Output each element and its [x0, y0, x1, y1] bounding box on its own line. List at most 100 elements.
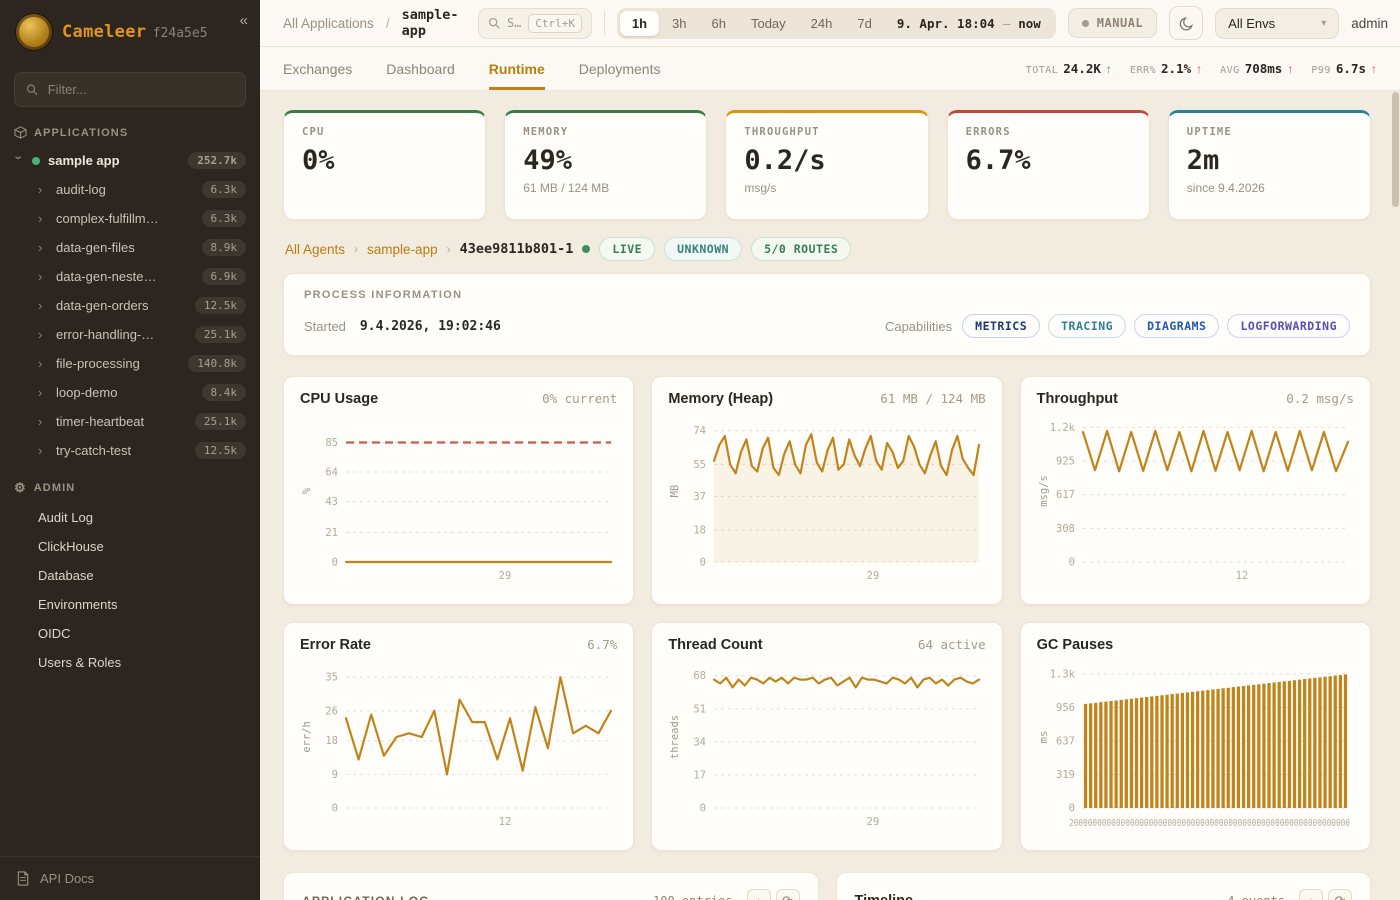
agent-app-link[interactable]: sample-app: [367, 241, 438, 257]
capability-badge: TRACING: [1048, 314, 1127, 338]
status-badge: 5/0 ROUTES: [751, 237, 852, 261]
filter-input[interactable]: [45, 81, 234, 98]
time-range-button[interactable]: 7d: [857, 15, 872, 31]
sidebar-item-route[interactable]: › data-gen-files 8.9k: [0, 233, 260, 262]
chevron-right-icon[interactable]: ›: [38, 211, 43, 226]
environment-selected: All Envs: [1228, 15, 1276, 31]
document-icon: [17, 871, 29, 886]
stat-card: THROUGHPUT 0.2/s msg/s: [725, 110, 929, 220]
download-button[interactable]: ↓: [746, 889, 771, 900]
trend-arrow-icon: ↑: [1287, 62, 1294, 76]
scrollbar[interactable]: [1392, 92, 1399, 900]
refresh-button[interactable]: ⟳: [1328, 889, 1352, 900]
topbar-divider: [604, 11, 605, 35]
dark-mode-toggle[interactable]: [1169, 6, 1204, 40]
tab[interactable]: Deployments: [578, 60, 661, 77]
app-status-dot: [32, 156, 40, 165]
svg-text:37: 37: [694, 491, 707, 503]
route-label: loop-demo: [56, 385, 118, 400]
time-range-button[interactable]: Today: [750, 15, 786, 31]
svg-text:0: 0: [332, 803, 338, 815]
chevron-down-icon[interactable]: ›: [11, 155, 27, 160]
sidebar-collapse-icon[interactable]: «: [239, 12, 248, 29]
tab[interactable]: Exchanges: [283, 60, 353, 77]
chart-title: CPU Usage: [300, 391, 379, 407]
sidebar-item-admin[interactable]: Users & Roles: [38, 655, 122, 670]
sidebar-item-admin[interactable]: Database: [38, 568, 94, 583]
sidebar-item-route[interactable]: › audit-log 6.3k: [0, 175, 260, 204]
svg-text:17: 17: [694, 769, 707, 781]
chevron-right-icon[interactable]: ›: [38, 240, 43, 255]
chevron-right-icon[interactable]: ›: [38, 298, 43, 313]
svg-text:12: 12: [1235, 570, 1248, 582]
svg-text:34: 34: [694, 736, 707, 748]
chart-plot: 35 26 18 9 0 err/h 12: [301, 672, 613, 828]
stat-card-value: 0%: [302, 145, 335, 176]
chevron-right-icon[interactable]: ›: [38, 269, 43, 284]
svg-text:1.2k: 1.2k: [1049, 422, 1075, 434]
svg-text:ms: ms: [1038, 731, 1050, 744]
route-count-badge: 140.8k: [188, 355, 246, 372]
environment-select[interactable]: All Envs ▾: [1215, 7, 1340, 39]
search-shortcut-kbd: Ctrl+K: [528, 13, 583, 33]
svg-text:925: 925: [1056, 455, 1075, 467]
chart-current-value: 0% current: [542, 391, 618, 406]
capabilities-label: Capabilities: [884, 318, 953, 334]
summary-stat: AVG 708ms ↑: [1220, 61, 1293, 76]
sidebar-item-route[interactable]: › error-handling-… 25.1k: [0, 320, 260, 349]
time-range-button[interactable]: 6h: [711, 15, 726, 31]
time-range-button[interactable]: 1h: [619, 10, 660, 36]
download-button[interactable]: ↓: [1299, 889, 1323, 900]
chevron-right-icon[interactable]: ›: [38, 443, 43, 458]
tab[interactable]: Dashboard: [386, 60, 455, 77]
refresh-icon: ⟳: [1335, 893, 1346, 900]
breadcrumb-all-applications[interactable]: All Applications: [283, 15, 374, 31]
sidebar-item-sample-app[interactable]: › sample app 252.7k: [0, 146, 260, 175]
chevron-right-icon[interactable]: ›: [38, 385, 43, 400]
chart-card: Thread Count 64 active 68 51 34 17 0 threads 2…: [651, 622, 1003, 851]
scrollbar-thumb[interactable]: [1392, 92, 1399, 207]
svg-text:74: 74: [694, 425, 707, 437]
breadcrumb-current-app: sample-app: [401, 7, 459, 39]
sidebar-item-route[interactable]: › try-catch-test 12.5k: [0, 436, 260, 465]
agent-badges: LIVE UNKNOWN 5/0 ROUTES: [599, 237, 852, 261]
chart-title: GC Pauses: [1036, 637, 1114, 653]
route-count-badge: 25.1k: [194, 326, 246, 343]
time-range-button[interactable]: 3h: [672, 15, 687, 31]
sidebar-item-api-docs[interactable]: API Docs: [0, 856, 260, 900]
stat-label: TOTAL: [1025, 65, 1059, 76]
time-range-button[interactable]: 24h: [810, 15, 833, 31]
sidebar-item-admin[interactable]: OIDC: [38, 626, 71, 641]
download-icon: ↓: [755, 894, 762, 900]
chevron-right-icon[interactable]: ›: [38, 356, 43, 371]
stat-card-subtext: 61 MB / 124 MB: [523, 181, 610, 195]
sidebar-item-route[interactable]: › data-gen-orders 12.5k: [0, 291, 260, 320]
time-from: 9. Apr. 18:04: [896, 15, 995, 31]
timeline-title: Timeline: [855, 893, 914, 900]
sidebar-item-route[interactable]: › data-gen-neste… 6.9k: [0, 262, 260, 291]
sidebar-item-route[interactable]: › loop-demo 8.4k: [0, 378, 260, 407]
tabs: Exchanges Dashboard Runtime Deployments: [283, 47, 660, 90]
status-badge: LIVE: [599, 237, 656, 261]
stat-card-value: 2m: [1186, 145, 1220, 176]
sidebar-item-admin[interactable]: Environments: [38, 597, 118, 612]
refresh-mode-button[interactable]: MANUAL: [1067, 8, 1158, 38]
chevron-right-icon[interactable]: ›: [38, 414, 43, 429]
sidebar-item-route[interactable]: › timer-heartbeat 25.1k: [0, 407, 260, 436]
sidebar-item-admin[interactable]: Audit Log: [38, 510, 93, 525]
all-agents-link[interactable]: All Agents: [285, 241, 346, 257]
chevron-right-icon[interactable]: ›: [38, 182, 43, 197]
sidebar-filter[interactable]: [14, 72, 246, 107]
sidebar-item-admin[interactable]: ClickHouse: [38, 539, 104, 554]
sidebar-item-route[interactable]: › file-processing 140.8k: [0, 349, 260, 378]
applications-section-header: APPLICATIONS: [0, 111, 260, 146]
stat-label: P99: [1311, 65, 1331, 76]
tab[interactable]: Runtime: [488, 47, 545, 90]
global-search-button[interactable]: S… Ctrl+K: [477, 7, 593, 39]
sidebar-item-route[interactable]: › complex-fulfillm… 6.3k: [0, 204, 260, 233]
refresh-button[interactable]: ⟳: [775, 889, 800, 900]
application-log-panel: APPLICATION LOG 100 entries ↓ ⟳: [283, 872, 819, 900]
summary-stat: P99 6.7s ↑: [1311, 61, 1377, 76]
chevron-right-icon[interactable]: ›: [38, 327, 43, 342]
svg-text:637: 637: [1056, 735, 1075, 747]
